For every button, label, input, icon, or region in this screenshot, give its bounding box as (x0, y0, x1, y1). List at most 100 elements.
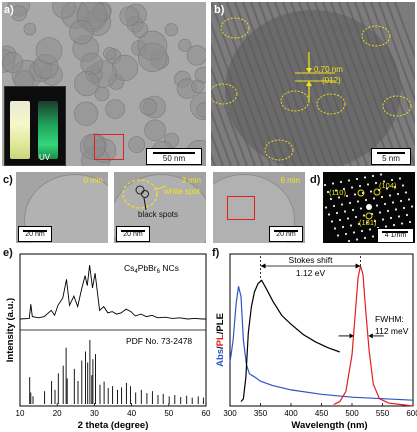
lattice-fringe (250, 2, 312, 166)
white-spot-label: white spot (164, 187, 201, 196)
arrow-head-up (306, 81, 312, 86)
x-tick-label: 550 (376, 409, 390, 418)
diffraction-spot (388, 194, 392, 197)
time-label-0: 0 min (83, 176, 103, 185)
diffraction-spot (363, 176, 367, 179)
lattice-fringe (234, 2, 296, 166)
diffraction-spot (371, 174, 375, 178)
diffraction-spot (382, 180, 386, 183)
time-label-3: 3 min (181, 176, 201, 185)
nanocrystal (144, 119, 166, 142)
diffraction-spot (355, 238, 359, 241)
diffraction-spot (404, 191, 408, 194)
diffraction-spot (389, 216, 393, 220)
lattice-fringe (354, 2, 415, 166)
dashed-circle (316, 93, 346, 115)
diffraction-spot (331, 182, 335, 185)
nanocrystal (178, 38, 192, 52)
diffraction-spot (350, 186, 354, 189)
nanocrystal (139, 98, 158, 116)
diffraction-spot (357, 222, 361, 226)
panel-label-e: e) (3, 247, 13, 259)
diffraction-spot (360, 229, 364, 233)
dashed-circle (382, 95, 412, 117)
ple-curve (240, 279, 341, 402)
lattice-fringe (218, 2, 280, 166)
diffraction-spot (356, 200, 360, 203)
y-axis-label: Abs/PL/PLE (215, 313, 226, 367)
diffraction-spot (407, 198, 411, 201)
diffraction-spot (398, 177, 402, 180)
x-tick-label: 20 (53, 409, 62, 418)
diffraction-spot (355, 177, 359, 181)
diffraction-spot (339, 180, 343, 184)
diffraction-spot (343, 210, 347, 213)
scale-bar-b: 5 nm (371, 148, 411, 165)
diffraction-spot (359, 207, 363, 210)
diffraction-spot (390, 178, 394, 182)
nanocrystal (52, 2, 76, 19)
diffraction-spot (324, 206, 328, 209)
lattice-fringe (258, 2, 320, 166)
panel-b-hrtem-image: 5 nm 0.70 nm (012) (211, 2, 415, 166)
diffraction-spot (408, 220, 412, 224)
x-tick-label: 600 (406, 409, 417, 418)
diffraction-spot (401, 184, 405, 187)
x-tick-label: 40 (127, 409, 136, 418)
y-axis-label: Intensity (a.u.) (5, 298, 16, 362)
pl-curve (333, 265, 414, 407)
fwhm-value: 112 meV (375, 326, 409, 336)
nanocrystal (132, 21, 149, 38)
diffraction-spot (338, 218, 342, 222)
diffraction-spot (392, 223, 396, 227)
diffraction-spot (379, 173, 383, 176)
lattice-fringe (211, 42, 256, 166)
lattice-fringe (378, 2, 415, 104)
panel-d-fft-pattern: (110) (104) (131) 4 1/nm (323, 172, 415, 243)
xrd-nc-curve (19, 265, 206, 320)
lattice-fringe (282, 2, 344, 166)
x-tick-label: 60 (202, 409, 211, 418)
series-label-pdf: PDF No. 73-2478 (126, 336, 192, 346)
x-tick-label: 400 (284, 409, 298, 418)
nanocrystal (73, 101, 99, 126)
x-axis-label: 2 theta (degree) (78, 420, 149, 431)
selection-box-red (94, 134, 124, 160)
plane-label: (012) (322, 76, 341, 85)
panel-c-frame-3min: 3 min white spot black spots 20 nm (114, 172, 206, 243)
panel-c-frame-6min: 6 min 20 nm (213, 172, 305, 243)
indexed-spot-circle (373, 188, 381, 196)
lattice-fringe (362, 2, 415, 148)
dashed-circle (220, 17, 250, 39)
diffraction-spot (354, 215, 358, 219)
dashed-circle (264, 139, 294, 161)
nanocrystal (186, 45, 206, 66)
lattice-fringe (211, 86, 240, 166)
diffraction-spot (383, 202, 387, 206)
lattice-fringe (370, 2, 415, 126)
diffraction-spot (364, 198, 368, 202)
scale-bar-d: 4 1/nm (377, 228, 414, 243)
panel-a-particles (2, 2, 206, 166)
diffraction-spot (393, 185, 397, 189)
stokes-label: Stokes shift (289, 255, 334, 265)
x-tick-label: 500 (345, 409, 359, 418)
nanocrystal (164, 23, 178, 37)
diffraction-spot (369, 190, 373, 193)
d-spacing-label: 0.70 nm (314, 65, 343, 74)
scale-bar-c6: 20 nm (269, 226, 303, 242)
x-tick-label: 50 (164, 409, 173, 418)
abs-curve (229, 286, 414, 401)
diffraction-spot (337, 196, 341, 199)
panel-label-c: c) (3, 174, 13, 186)
lattice-fringe (211, 64, 248, 166)
diffraction-spot (368, 228, 372, 231)
diffraction-spot (366, 183, 370, 186)
diffraction-spot (342, 187, 346, 191)
x-tick-label: 300 (223, 409, 237, 418)
dashed-circle (211, 83, 238, 105)
fft-spots (323, 173, 415, 243)
diffraction-spot (334, 189, 338, 192)
diffraction-spot (333, 227, 337, 230)
lattice-fringe (338, 2, 400, 166)
